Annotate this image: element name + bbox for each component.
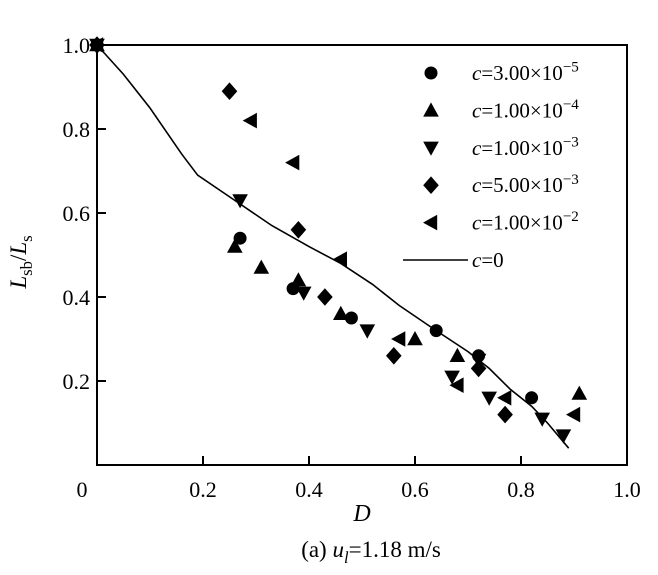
plot-border [96,44,628,466]
data-point [285,154,300,171]
y-tick-label: 0.4 [63,285,91,310]
data-point [525,391,539,405]
legend-label: c=1.00×10−4 [472,97,579,122]
data-point [497,405,513,424]
y-tick-label: 0.2 [63,369,91,394]
data-point [290,221,307,239]
data-point [497,390,512,406]
data-point [290,272,307,287]
data-point [444,370,460,385]
data-point [227,238,243,253]
data-point [344,311,358,325]
data-point [429,324,443,338]
legend-label: c=0 [472,248,504,272]
y-axis-label: Lsb/Ls [6,235,36,289]
data-point [233,231,247,245]
circle-legend-icon [424,66,438,80]
series-c=5.00e-3 [89,36,513,424]
y-tick-label: 0.6 [63,201,91,226]
x-tick-label: 0.4 [295,477,323,502]
data-point [242,112,257,129]
legend-item-c=1.00e-2: c=1.00×10−2 [423,209,579,235]
legend-item-c=3.00e-5: c=3.00×10−5 [424,60,579,85]
data-point [232,194,248,209]
data-point [295,286,312,301]
legend-item-c=5.00e-3: c=5.00×10−3 [423,172,579,197]
data-point [332,251,347,267]
data-point [481,391,497,406]
x-tick-labels: 0 0.2 0.4 0.6 0.8 1.0 [77,477,641,502]
diamond-legend-icon [423,176,439,194]
data-point [333,305,349,320]
legend-label: c=1.00×10−3 [472,134,579,159]
data-point [359,324,376,339]
figure-caption: (a) ul=1.18 m/s [301,537,441,567]
data-point [317,288,333,306]
data-point [391,331,406,347]
data-point [566,406,581,423]
data-point [449,377,464,393]
series-c=3.00e-5 [90,38,539,405]
data-point [555,429,572,444]
data-point [89,37,104,53]
data-point [449,347,466,362]
series-c=1.00e-2 [89,37,581,423]
y-tick-labels: 0.2 0.4 0.6 0.8 1.0 [63,33,91,394]
legend-item-c=1.00e-4: c=1.00×10−4 [423,97,579,122]
x-tick-label: 0.8 [507,477,535,502]
x-tick-label: 0.2 [189,477,217,502]
legend-label: c=5.00×10−3 [472,172,579,197]
x-axis-label: D [352,501,370,527]
line-series-c0 [96,44,570,449]
legend-label: c=1.00×10−2 [472,209,579,234]
x-tick-label: 1.0 [613,477,641,502]
legend-item-c0: c=0 [403,248,504,272]
data-point [534,412,550,427]
data-point [386,347,402,365]
x-tick-label: 0.6 [401,477,429,502]
x-tick-label: 0 [77,477,88,502]
legend-label: c=3.00×10−5 [472,60,579,85]
triangle-down-legend-icon [423,141,439,156]
y-tick-label: 0.8 [63,117,91,142]
series-c=1.00e-4 [89,37,588,400]
x-axis-ticks [202,456,522,465]
legend: c=3.00×10−5 c=1.00×10−4 c=1.00×10−3 c=5.00×… [403,60,579,272]
data-point [253,259,270,274]
data-point [407,331,423,346]
y-axis-ticks [97,128,106,382]
legend-item-c=1.00e-3: c=1.00×10−3 [423,134,579,160]
data-point [221,82,238,100]
triangle-left-legend-icon [423,214,438,231]
data-point [571,385,588,400]
data-point [470,359,487,378]
y-tick-label: 1.0 [63,33,91,58]
triangle-up-legend-icon [423,102,439,117]
